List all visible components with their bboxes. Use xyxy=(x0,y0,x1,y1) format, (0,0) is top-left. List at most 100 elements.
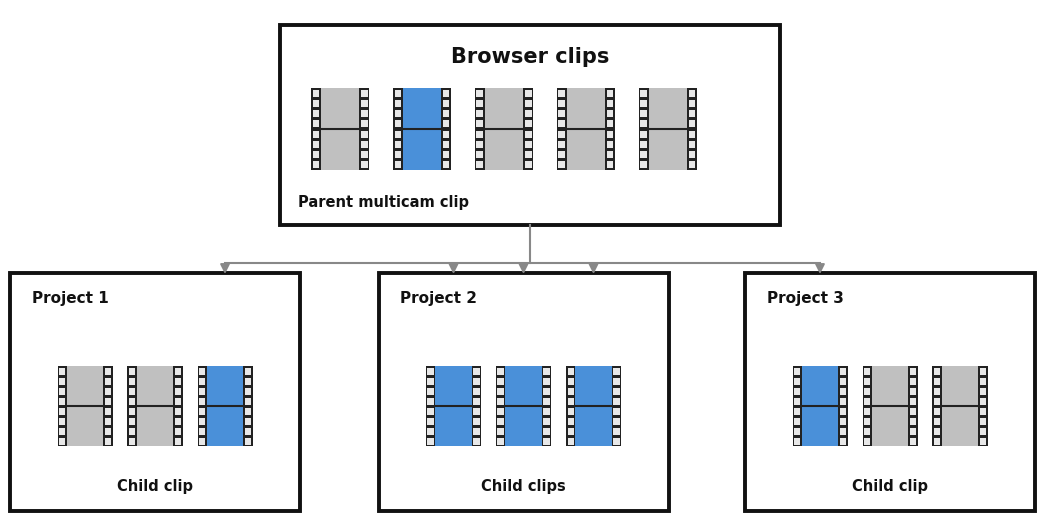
Bar xyxy=(689,151,695,158)
Bar xyxy=(567,428,574,435)
Bar xyxy=(934,368,940,375)
Bar xyxy=(863,366,917,446)
Bar xyxy=(198,366,252,446)
Bar xyxy=(476,100,484,107)
Bar xyxy=(566,88,605,170)
Bar xyxy=(312,90,319,97)
Bar xyxy=(360,162,367,169)
Bar xyxy=(360,110,367,117)
Bar xyxy=(614,368,620,375)
Bar xyxy=(496,366,551,446)
Bar xyxy=(934,408,940,415)
Bar xyxy=(443,110,449,117)
Bar xyxy=(199,398,205,405)
Bar xyxy=(360,90,367,97)
Bar xyxy=(980,428,986,435)
Bar xyxy=(567,388,574,395)
Bar xyxy=(105,408,111,415)
Bar xyxy=(558,141,565,148)
Bar xyxy=(794,438,800,445)
Bar xyxy=(395,162,401,169)
Bar xyxy=(59,428,65,435)
Bar xyxy=(606,162,614,169)
Bar xyxy=(980,398,986,405)
Bar xyxy=(473,418,480,425)
Bar xyxy=(641,110,647,117)
Bar xyxy=(476,162,484,169)
Bar xyxy=(245,418,251,425)
Bar xyxy=(360,100,367,107)
Bar xyxy=(689,162,695,169)
Bar xyxy=(980,408,986,415)
Bar xyxy=(606,131,614,138)
Bar xyxy=(864,438,870,445)
Bar xyxy=(794,408,800,415)
Bar xyxy=(558,151,565,158)
Bar xyxy=(379,273,668,511)
Bar xyxy=(473,438,480,445)
Bar xyxy=(840,378,846,385)
Bar xyxy=(105,378,111,385)
Bar xyxy=(199,368,205,375)
Bar xyxy=(137,366,173,446)
Bar xyxy=(129,408,135,415)
Bar xyxy=(934,438,940,445)
Bar xyxy=(245,368,251,375)
Bar xyxy=(129,388,135,395)
Bar xyxy=(497,388,504,395)
Bar xyxy=(59,368,65,375)
Bar xyxy=(543,398,550,405)
Bar xyxy=(360,141,367,148)
Bar xyxy=(506,366,541,446)
Bar xyxy=(910,378,916,385)
Bar xyxy=(199,438,205,445)
Bar xyxy=(360,151,367,158)
Bar xyxy=(558,110,565,117)
Bar xyxy=(840,388,846,395)
Bar xyxy=(639,88,697,170)
Bar xyxy=(606,141,614,148)
Text: Project 1: Project 1 xyxy=(32,291,109,306)
Bar xyxy=(175,368,181,375)
Bar xyxy=(557,88,615,170)
Bar xyxy=(689,141,695,148)
Bar xyxy=(864,388,870,395)
Bar xyxy=(543,438,550,445)
Bar xyxy=(128,366,182,446)
Bar xyxy=(910,438,916,445)
Bar xyxy=(543,418,550,425)
Text: Child clip: Child clip xyxy=(117,479,193,494)
Bar xyxy=(558,100,565,107)
Bar xyxy=(558,90,565,97)
Bar xyxy=(473,378,480,385)
Bar xyxy=(443,131,449,138)
Bar xyxy=(427,418,433,425)
Bar xyxy=(175,378,181,385)
Bar xyxy=(980,368,986,375)
Bar xyxy=(864,418,870,425)
Bar xyxy=(312,100,319,107)
Bar xyxy=(567,398,574,405)
Bar xyxy=(129,438,135,445)
Bar xyxy=(311,88,369,170)
Bar xyxy=(312,141,319,148)
Bar xyxy=(427,428,433,435)
Text: Parent multicam clip: Parent multicam clip xyxy=(298,195,469,210)
Bar xyxy=(864,408,870,415)
Bar xyxy=(567,438,574,445)
Bar xyxy=(360,131,367,138)
Bar xyxy=(199,418,205,425)
Bar xyxy=(689,90,695,97)
Bar xyxy=(641,100,647,107)
Bar xyxy=(543,368,550,375)
Bar xyxy=(934,418,940,425)
Bar xyxy=(105,398,111,405)
Bar xyxy=(426,366,481,446)
Bar xyxy=(59,408,65,415)
Bar xyxy=(475,88,533,170)
Bar xyxy=(393,88,451,170)
Bar xyxy=(105,428,111,435)
Bar xyxy=(175,438,181,445)
Bar xyxy=(794,368,800,375)
Bar xyxy=(129,418,135,425)
